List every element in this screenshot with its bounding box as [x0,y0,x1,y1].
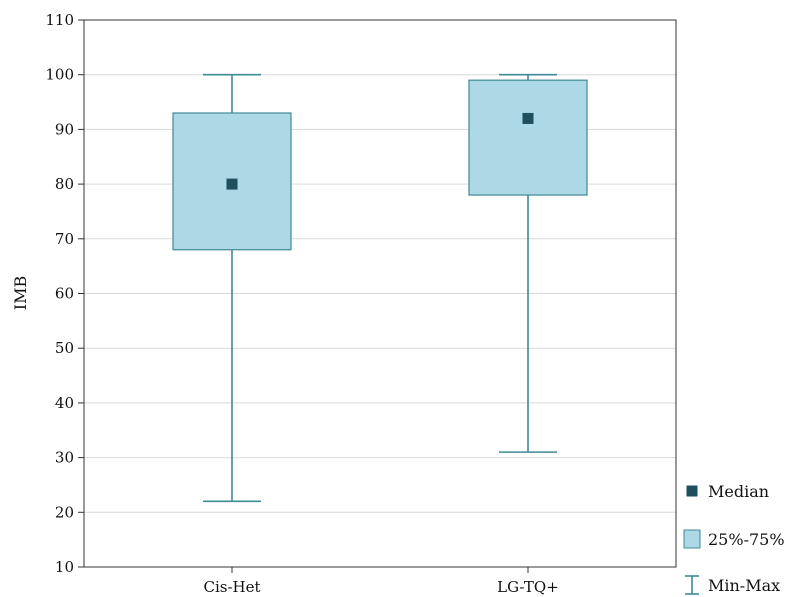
y-tick-label: 20 [55,503,74,521]
legend-label: 25%-75% [708,530,785,549]
legend-median-swatch [686,485,698,497]
y-tick-label: 100 [45,66,74,84]
median-marker [226,178,238,190]
legend-label: Min-Max [708,576,780,595]
legend-label: Median [708,482,769,501]
legend-item-box: 25%-75% [683,529,785,549]
y-tick-label: 80 [55,175,74,193]
y-axis-ticks: 10 20 30 40 50 60 70 80 90 100 110 [45,11,84,576]
legend-item-whisker: Min-Max [685,575,780,595]
legend: Median 25%-75% Min-Max [683,482,785,595]
y-tick-label: 60 [55,285,74,303]
y-tick-label: 110 [45,11,74,29]
y-tick-label: 40 [55,394,74,412]
y-tick-label: 30 [55,449,74,467]
legend-item-median: Median [686,482,769,501]
box-group [172,73,292,503]
box-groups [172,73,588,503]
x-tick-label: LG-TQ+ [497,578,559,596]
y-tick-label: 70 [55,230,74,248]
x-axis-ticks: Cis-Het LG-TQ+ [203,567,559,596]
box-group [468,73,588,453]
median-marker [522,112,534,124]
iqr-box [468,79,588,196]
x-tick-label: Cis-Het [203,578,260,596]
y-axis-title: IMB [11,276,30,310]
y-tick-label: 10 [55,558,74,576]
legend-whisker-swatch [685,575,699,595]
y-tick-label: 50 [55,339,74,357]
legend-box-swatch [683,529,701,549]
y-tick-label: 90 [55,120,74,138]
